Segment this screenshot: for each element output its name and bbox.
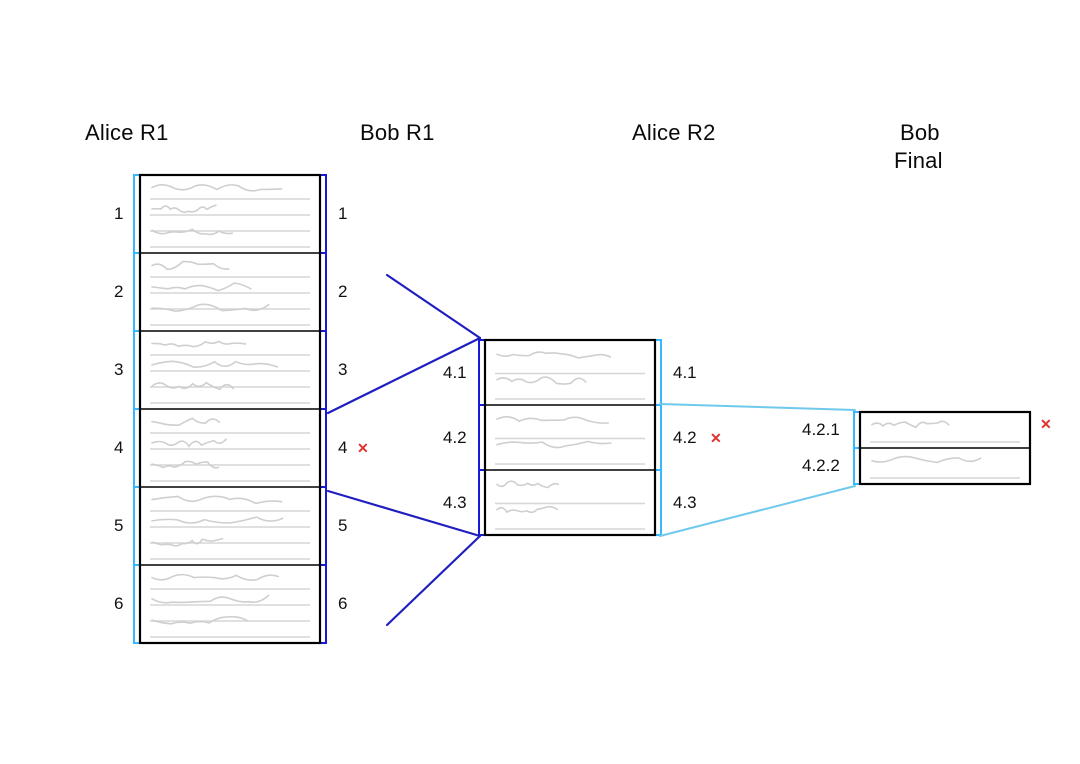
heading-bob-final-line1: Bob: [900, 120, 940, 146]
col2-right-label-1: 4.2: [673, 428, 697, 448]
col3-top-right-x: ✕: [1040, 416, 1052, 433]
heading-bob-final-line2: Final: [894, 148, 943, 174]
col1-left-label-2: 3: [114, 360, 123, 380]
col1-right-label-3: 4: [338, 438, 347, 458]
col3-left-label-1: 4.2.2: [802, 456, 840, 476]
col1-left-label-4: 5: [114, 516, 123, 536]
col2-right-x-1: ✕: [710, 430, 722, 447]
col1-right-label-1: 2: [338, 282, 347, 302]
col1-left-label-0: 1: [114, 204, 123, 224]
col1-left-label-5: 6: [114, 594, 123, 614]
diagram-canvas: [0, 0, 1080, 764]
col2-right-label-2: 4.3: [673, 493, 697, 513]
col1-right-label-2: 3: [338, 360, 347, 380]
col2-left-label-2: 4.3: [443, 493, 467, 513]
heading-bob-r1: Bob R1: [360, 120, 435, 146]
col1-right-label-5: 6: [338, 594, 347, 614]
col1-right-label-4: 5: [338, 516, 347, 536]
heading-alice-r2: Alice R2: [632, 120, 716, 146]
heading-alice-r1: Alice R1: [85, 120, 169, 146]
col2-left-label-0: 4.1: [443, 363, 467, 383]
col1-left-label-3: 4: [114, 438, 123, 458]
col3-left-label-0: 4.2.1: [802, 420, 840, 440]
col1-right-x-3: ✕: [357, 440, 369, 457]
col1-left-label-1: 2: [114, 282, 123, 302]
col2-right-label-0: 4.1: [673, 363, 697, 383]
diagram-stage: { "layout": { "width": 1080, "height": 7…: [0, 0, 1080, 764]
col1-right-label-0: 1: [338, 204, 347, 224]
col2-left-label-1: 4.2: [443, 428, 467, 448]
